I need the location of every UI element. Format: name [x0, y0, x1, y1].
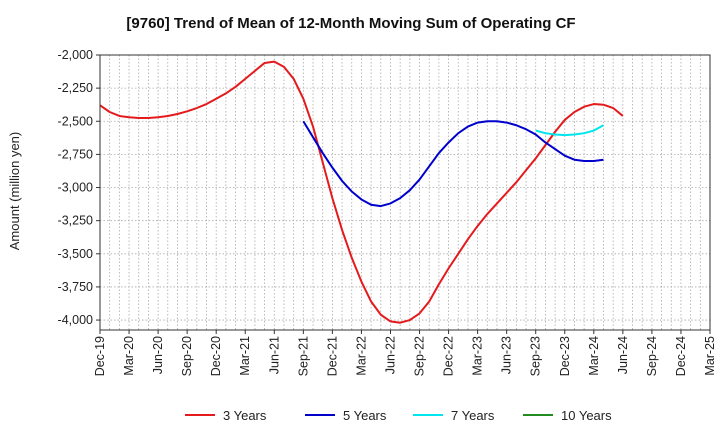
series-layer	[99, 60, 624, 324]
legend-item-3-years: 3 Years	[185, 408, 267, 423]
y-tick-label: -2,500	[58, 114, 93, 128]
x-tick-label: Mar-25	[703, 336, 717, 376]
horizontal-gridlines	[100, 54, 710, 321]
x-tick-label: Jun-22	[383, 336, 397, 374]
legend-label: 7 Years	[451, 408, 495, 423]
x-tick-label: Dec-19	[93, 336, 107, 376]
x-tick-label: Dec-22	[442, 336, 456, 376]
y-tick-label: -2,250	[58, 81, 93, 95]
x-tick-label: Mar-22	[354, 336, 368, 376]
legend-label: 5 Years	[343, 408, 387, 423]
series-line-3-years	[99, 60, 624, 324]
chart-title: [9760] Trend of Mean of 12-Month Moving …	[126, 15, 575, 32]
x-tick-label: Sep-23	[529, 336, 543, 376]
x-tick-label: Mar-24	[587, 336, 601, 376]
x-tick-label: Sep-22	[413, 336, 427, 376]
x-tick-label: Sep-24	[645, 336, 659, 376]
x-axis-ticks: Dec-19 Mar-20 Jun-20 Sep-20 Dec-20 Mar-21 Jun-…	[93, 330, 717, 376]
x-tick-label: Jun-24	[616, 336, 630, 374]
legend-item-10-years: 10 Years	[523, 408, 612, 423]
y-tick-label: -3,000	[58, 181, 93, 195]
series-line-7-years	[535, 124, 604, 137]
x-tick-label: Jun-21	[267, 336, 281, 374]
x-tick-label: Jun-23	[500, 336, 514, 374]
x-tick-label: Sep-20	[180, 336, 194, 376]
y-tick-label: -3,250	[58, 214, 93, 228]
x-tick-label: Mar-23	[471, 336, 485, 376]
y-tick-label: -3,750	[58, 280, 93, 294]
y-tick-label: -2,750	[58, 147, 93, 161]
legend-label: 3 Years	[223, 408, 267, 423]
y-tick-label: -4,000	[58, 313, 93, 327]
y-axis-ticks: -2,000 -2,250 -2,500 -2,750 -3,000 -3,250 -3,5…	[58, 48, 100, 327]
x-tick-label: Sep-21	[296, 336, 310, 376]
legend: 3 Years 5 Years 7 Years 10 Years	[185, 408, 612, 423]
legend-label: 10 Years	[561, 408, 612, 423]
plot-area	[99, 54, 711, 331]
x-tick-label: Mar-21	[238, 336, 252, 376]
y-tick-label: -3,500	[58, 247, 93, 261]
series-line-5-years	[302, 120, 604, 208]
legend-item-5-years: 5 Years	[305, 408, 387, 423]
x-tick-label: Dec-24	[674, 336, 688, 376]
x-tick-label: Dec-23	[558, 336, 572, 376]
x-tick-label: Dec-21	[325, 336, 339, 376]
x-tick-label: Mar-20	[122, 336, 136, 376]
y-tick-label: -2,000	[58, 48, 93, 62]
y-axis-label: Amount (million yen)	[7, 132, 22, 251]
vertical-gridlines	[109, 55, 701, 330]
x-tick-label: Jun-20	[151, 336, 165, 374]
legend-item-7-years: 7 Years	[413, 408, 495, 423]
x-tick-label: Dec-20	[209, 336, 223, 376]
